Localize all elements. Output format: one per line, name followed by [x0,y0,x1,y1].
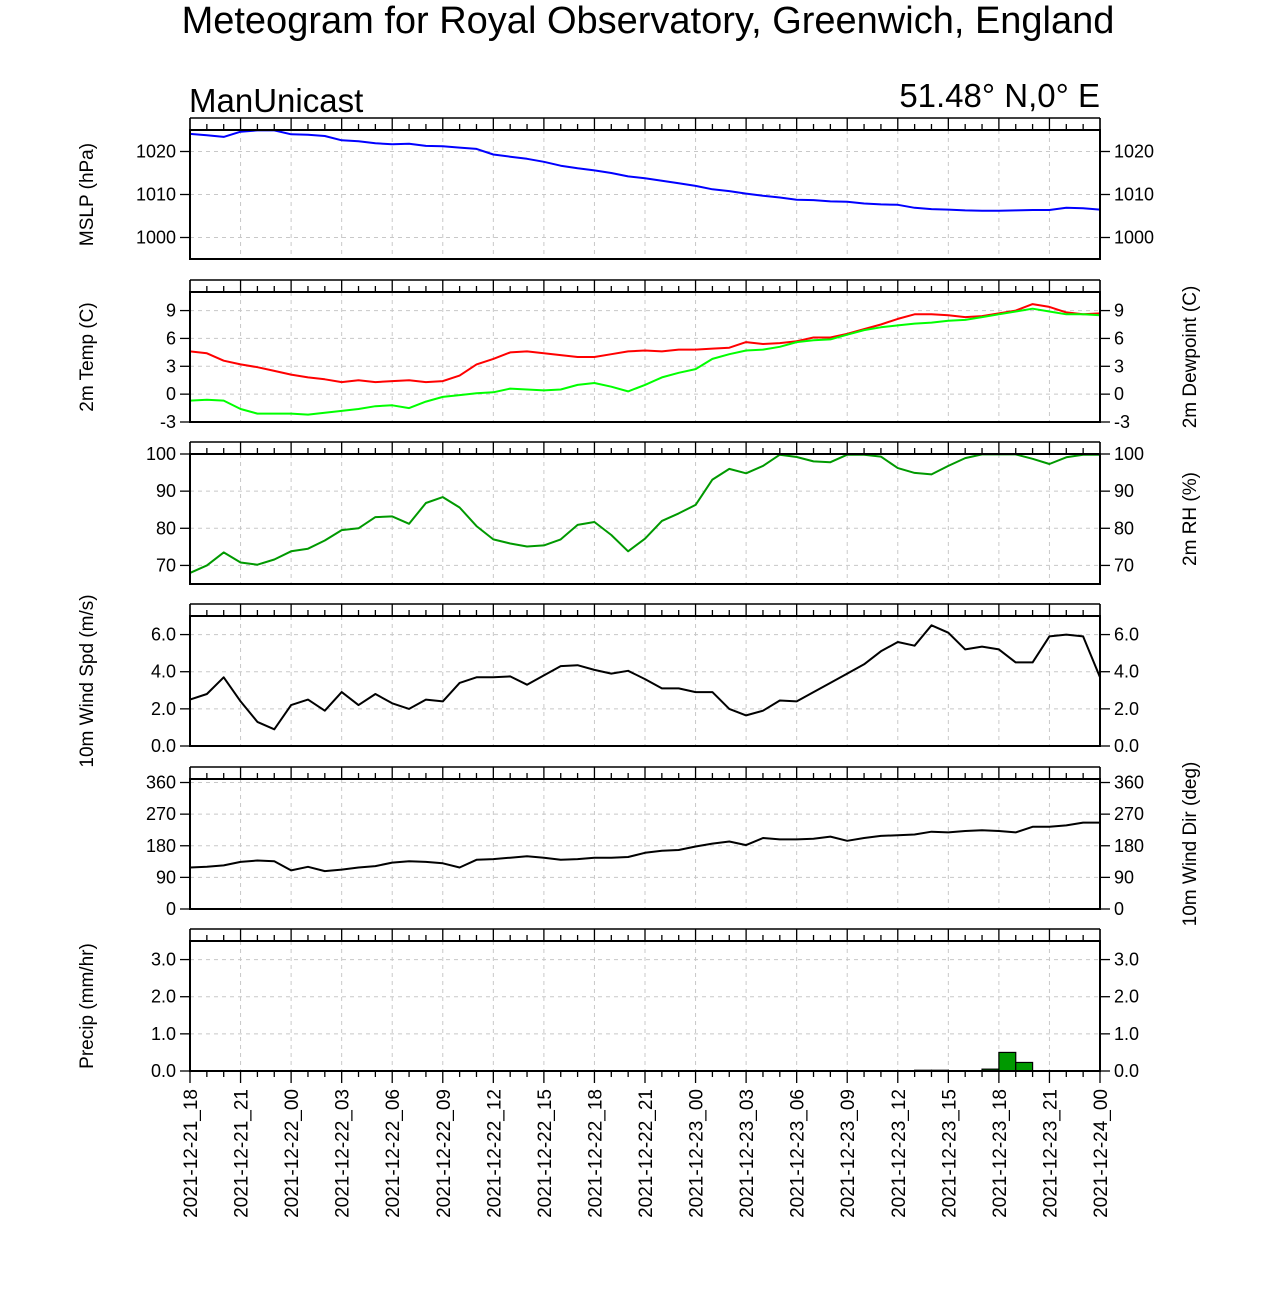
y-tick-label-right: 80 [1114,518,1134,538]
y-axis-title-left: MSLP (hPa) [77,143,98,246]
x-tick-label: 2021-12-21_21 [232,1089,253,1218]
y-tick-label-right: 6 [1114,328,1124,348]
x-tick-label: 2021-12-22_00 [282,1089,303,1218]
y-tick-label-right: 0 [1114,384,1124,404]
y-tick-label-right: 0 [1114,899,1124,919]
y-tick-label-left: 0 [166,899,176,919]
series-line-mslp-0 [189,129,1101,212]
station-name: ManUnicast [189,82,363,119]
station-coordinates: 51.48° N,0° E [899,77,1100,114]
y-tick-label-left: 6.0 [151,625,176,645]
chart-title: Meteogram for Royal Observatory, Greenwi… [182,0,1115,42]
y-tick-label-left: 0.0 [151,736,176,756]
panel-rh: 70 70 80 80 90 90 100 100 2m RH (%) [146,441,1201,585]
y-tick-label-right: 3.0 [1114,950,1139,970]
x-tick-label: 2021-12-22_09 [434,1089,455,1218]
x-tick-label: 2021-12-23_12 [889,1089,910,1218]
y-tick-label-left: 180 [146,836,176,856]
x-tick-label: 2021-12-23_09 [838,1089,859,1218]
y-tick-label-left: 6 [166,328,176,348]
y-tick-label-left: 1.0 [151,1024,176,1044]
y-tick-label-left: 80 [156,518,176,538]
x-tick-label: 2021-12-22_03 [333,1089,354,1218]
y-tick-label-right: 3 [1114,356,1124,376]
x-tick-label: 2021-12-23_00 [687,1089,708,1218]
y-tick-label-right: 0.0 [1114,736,1139,756]
y-tick-label-left: 1020 [136,142,176,162]
panel-wdir: 0 0 90 90 180 180 270 270 360 360 10m Wind Dir (de… [146,762,1201,927]
y-tick-label-left: 100 [146,444,176,464]
x-tick-label: 2021-12-22_21 [636,1089,657,1218]
x-tick-label: 2021-12-24_00 [1091,1089,1112,1218]
panel-temp: -3 -3 0 0 3 3 6 6 9 9 2m Temp (C) 2m Dewpoint (C) [77,279,1201,432]
y-axis-title-right: 2m RH (%) [1180,472,1201,566]
panel-precip: 0.0 0.0 1.0 1.0 2.0 2.0 3.0 3.0 Precip (mm/hr) [77,928,1139,1083]
y-tick-label-left: 90 [156,867,176,887]
x-tick-label: 2021-12-23_06 [788,1089,809,1218]
series-line-rh-0 [189,453,1100,574]
y-tick-label-left: -3 [160,412,176,432]
y-tick-label-right: 100 [1114,444,1144,464]
y-tick-label-left: 3.0 [151,950,176,970]
y-tick-label-right: 6.0 [1114,625,1139,645]
y-tick-label-right: 2.0 [1114,987,1139,1007]
y-tick-label-right: 9 [1114,301,1124,321]
x-tick-label: 2021-12-23_18 [990,1089,1011,1218]
y-tick-label-left: 1000 [136,228,176,248]
y-axis-title-right: 10m Wind Dir (deg) [1180,762,1201,927]
y-tick-label-right: 1000 [1114,228,1154,248]
y-tick-label-right: 180 [1114,836,1144,856]
y-tick-label-right: 2.0 [1114,699,1139,719]
y-tick-label-left: 9 [166,301,176,321]
y-tick-label-right: 270 [1114,804,1144,824]
series-line-wdir-0 [189,821,1100,873]
y-tick-label-right: -3 [1114,412,1130,432]
y-tick-label-right: 70 [1114,555,1134,575]
y-tick-label-left: 0.0 [151,1061,176,1081]
x-tick-label: 2021-12-22_18 [585,1089,606,1218]
y-tick-label-right: 1010 [1114,185,1154,205]
x-tick-label: 2021-12-23_21 [1040,1089,1061,1218]
x-tick-label: 2021-12-22_06 [383,1089,404,1218]
y-axis-title-left: 10m Wind Spd (m/s) [77,594,98,767]
y-tick-label-left: 90 [156,481,176,501]
y-tick-label-right: 1020 [1114,142,1154,162]
y-tick-label-right: 360 [1114,773,1144,793]
y-axis-title-left: Precip (mm/hr) [77,943,98,1069]
series-line-wspd-0 [189,624,1101,731]
y-tick-label-left: 2.0 [151,699,176,719]
y-tick-label-right: 90 [1114,481,1134,501]
y-tick-label-left: 4.0 [151,662,176,682]
y-tick-label-left: 70 [156,555,176,575]
precip-bar [1015,1061,1034,1072]
y-tick-label-left: 2.0 [151,987,176,1007]
y-tick-label-left: 0 [166,384,176,404]
x-tick-label: 2021-12-22_15 [535,1089,556,1218]
x-tick-label: 2021-12-22_12 [484,1089,505,1218]
y-tick-label-right: 0.0 [1114,1061,1139,1081]
precip-bar [998,1051,1017,1072]
x-tick-label: 2021-12-23_15 [939,1089,960,1218]
panel-mslp: 1000 1000 1010 1010 1020 1020 MSLP (hPa) [77,117,1154,260]
x-axis: 2021-12-21_18 2021-12-21_21 2021-12-22_00 2… [181,1089,1112,1218]
series-line-temp-0 [189,303,1101,384]
y-axis-title-right: 2m Dewpoint (C) [1180,286,1201,429]
x-tick-label: 2021-12-21_18 [181,1089,202,1218]
x-tick-label: 2021-12-23_03 [737,1089,758,1218]
y-tick-label-right: 1.0 [1114,1024,1139,1044]
y-tick-label-right: 4.0 [1114,662,1139,682]
series-line-temp-1 [189,307,1101,416]
y-tick-label-left: 1010 [136,185,176,205]
panel-wspd: 0.0 0.0 2.0 2.0 4.0 4.0 6.0 6.0 10m Wind Spd (m/… [77,594,1139,767]
y-tick-label-left: 360 [146,773,176,793]
y-tick-label-left: 270 [146,804,176,824]
y-axis-title-left: 2m Temp (C) [77,302,98,411]
y-tick-label-left: 3 [166,356,176,376]
y-tick-label-right: 90 [1114,867,1134,887]
